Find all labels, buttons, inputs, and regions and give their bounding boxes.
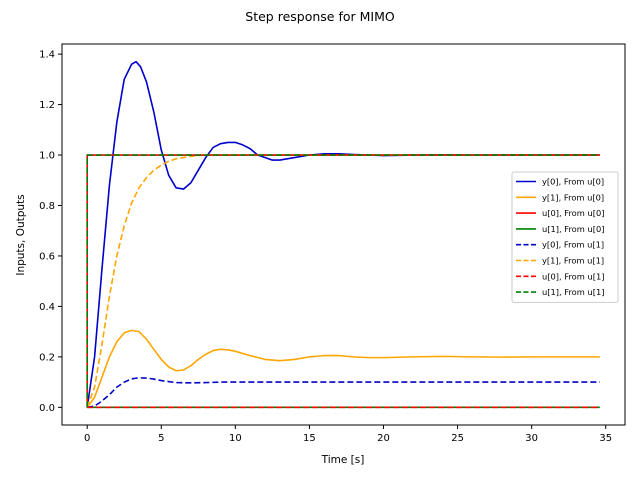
x-tick-label: 5 bbox=[158, 433, 164, 444]
y-tick-label: 0.4 bbox=[39, 302, 55, 313]
y-axis: 0.0 0.2 0.4 0.6 0.8 1.0 1.2 1.4 bbox=[39, 50, 62, 414]
chart-title: Step response for MIMO bbox=[245, 9, 395, 24]
y-axis-label: Inputs, Outputs bbox=[15, 194, 27, 275]
series-line-1 bbox=[86, 329, 600, 408]
y-tick-label: 1.4 bbox=[39, 50, 55, 61]
legend-label: u[0], From u[1] bbox=[542, 271, 605, 281]
x-tick-label: 20 bbox=[377, 433, 390, 444]
x-tick-label: 10 bbox=[229, 433, 242, 444]
x-tick-label: 0 bbox=[84, 433, 90, 444]
y-tick-label: 0.8 bbox=[39, 201, 55, 212]
legend-label: u[1], From u[1] bbox=[542, 287, 605, 297]
series-line-4 bbox=[87, 377, 600, 409]
y-tick-label: 0.6 bbox=[39, 251, 55, 262]
legend-label: y[1], From u[0] bbox=[542, 192, 604, 202]
legend-label: u[1], From u[0] bbox=[542, 224, 605, 234]
axes-frame bbox=[61, 43, 626, 426]
legend-box bbox=[511, 171, 619, 303]
y-tick-label: 1.0 bbox=[39, 151, 55, 162]
y-tick-label: 1.2 bbox=[39, 100, 55, 111]
x-tick-label: 15 bbox=[303, 433, 316, 444]
y-tick-label: 0.2 bbox=[39, 352, 55, 363]
legend: y[0], From u[0] y[1], From u[0] u[0], From… bbox=[511, 171, 619, 303]
legend-label: y[0], From u[0] bbox=[542, 177, 604, 187]
series-line-7 bbox=[86, 154, 600, 408]
x-tick-label: 30 bbox=[525, 433, 538, 444]
x-axis: 0 5 10 15 20 25 30 35 bbox=[84, 425, 612, 444]
legend-label: y[0], From u[1] bbox=[542, 240, 604, 250]
x-tick-label: 35 bbox=[599, 433, 612, 444]
legend-label: u[0], From u[0] bbox=[542, 208, 605, 218]
y-tick-label: 0.0 bbox=[39, 403, 55, 414]
legend-label: y[1], From u[1] bbox=[542, 256, 604, 266]
x-tick-label: 25 bbox=[451, 433, 464, 444]
x-axis-label: Time [s] bbox=[321, 454, 365, 466]
plot-area bbox=[86, 60, 600, 409]
